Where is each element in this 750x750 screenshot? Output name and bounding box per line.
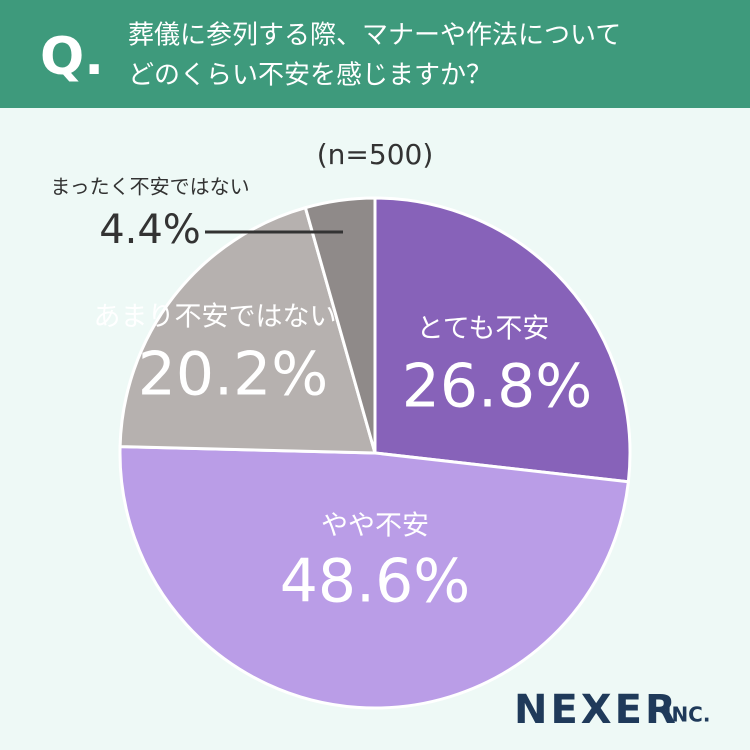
pie — [118, 196, 632, 710]
category-label: やや不安 — [321, 511, 429, 542]
category-label: あまり不安ではない — [94, 302, 337, 333]
pie-slice — [303, 196, 377, 454]
pie-slice — [118, 205, 377, 455]
category-label: とても不安 — [417, 314, 550, 345]
value-label: 48.6% — [280, 547, 471, 617]
pie-slice — [373, 196, 632, 484]
header-band — [0, 0, 750, 108]
labels: とても不安 26.8% やや不安 48.6% あまり不安ではない 20.2% まったく不安で… — [50, 175, 592, 617]
q-mark: Q. — [40, 27, 104, 87]
title-line: 葬儀に参列する際、マナーや作法について — [128, 21, 621, 51]
brand-suffix: INC. — [664, 703, 710, 727]
value-label: 20.2% — [138, 340, 329, 410]
value-label: 4.4% — [99, 207, 201, 253]
subtitle: (n=500) — [317, 138, 434, 171]
title-line: どのくらい不安を感じますか？ — [128, 61, 492, 91]
pie-slice — [118, 445, 631, 710]
value-label: 26.8% — [402, 352, 593, 422]
brand: NEXER — [514, 687, 679, 733]
category-label: まったく不安ではない — [50, 175, 249, 199]
